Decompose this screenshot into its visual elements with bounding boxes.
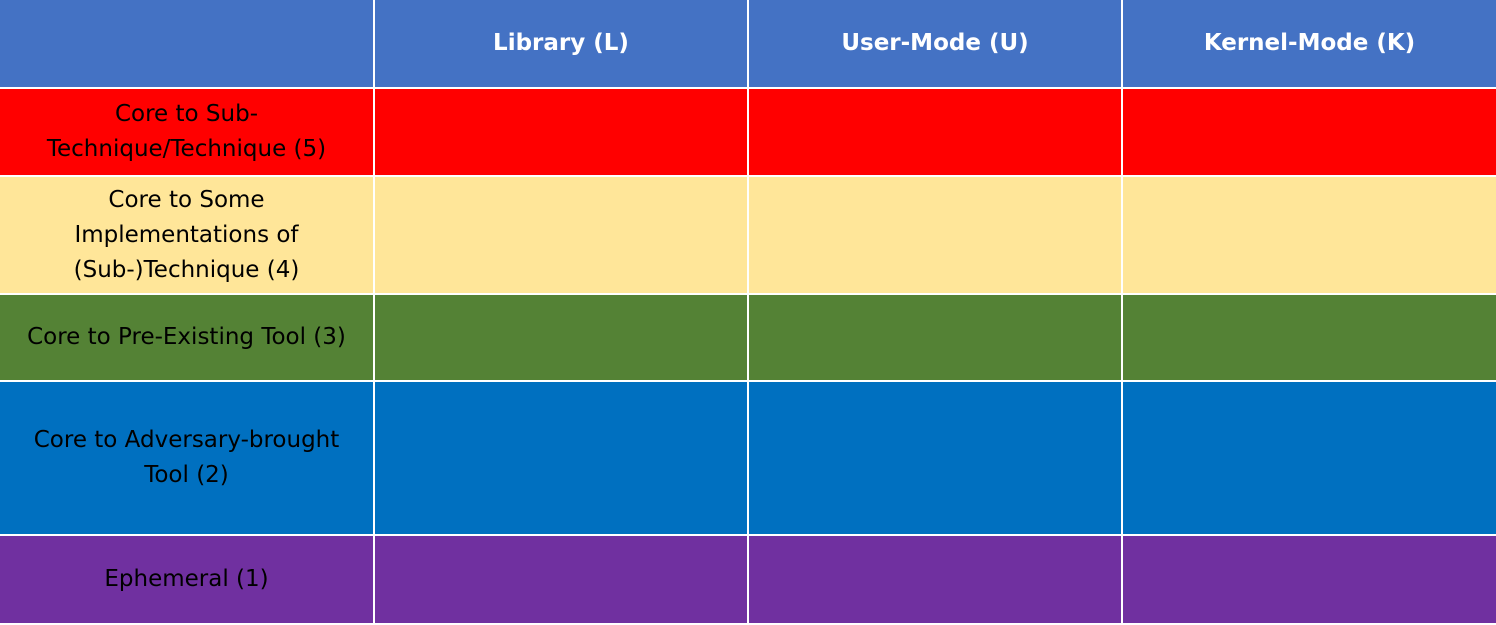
- row-label-pre-existing-tool: Core to Pre-Existing Tool (3): [0, 295, 373, 380]
- header-user-mode: User-Mode (U): [749, 0, 1121, 87]
- cell-core-implementations-kernel-mode: [1123, 177, 1496, 293]
- cell-ephemeral-user-mode: [749, 536, 1121, 623]
- header-library: Library (L): [375, 0, 747, 87]
- row-label-ephemeral: Ephemeral (1): [0, 536, 373, 623]
- cell-core-technique-kernel-mode: [1123, 89, 1496, 175]
- cell-adversary-tool-user-mode: [749, 382, 1121, 534]
- cell-ephemeral-kernel-mode: [1123, 536, 1496, 623]
- cell-pre-existing-tool-library: [375, 295, 747, 380]
- cell-pre-existing-tool-kernel-mode: [1123, 295, 1496, 380]
- row-label-core-technique: Core to Sub- Technique/Technique (5): [0, 89, 373, 175]
- cell-core-technique-library: [375, 89, 747, 175]
- header-kernel-mode: Kernel-Mode (K): [1123, 0, 1496, 87]
- cell-pre-existing-tool-user-mode: [749, 295, 1121, 380]
- header-corner: [0, 0, 373, 87]
- cell-adversary-tool-library: [375, 382, 747, 534]
- cell-core-implementations-library: [375, 177, 747, 293]
- cell-core-technique-user-mode: [749, 89, 1121, 175]
- row-label-core-implementations: Core to Some Implementations of (Sub-)Te…: [0, 177, 373, 293]
- row-label-adversary-tool: Core to Adversary-brought Tool (2): [0, 382, 373, 534]
- cell-ephemeral-library: [375, 536, 747, 623]
- cell-core-implementations-user-mode: [749, 177, 1121, 293]
- cell-adversary-tool-kernel-mode: [1123, 382, 1496, 534]
